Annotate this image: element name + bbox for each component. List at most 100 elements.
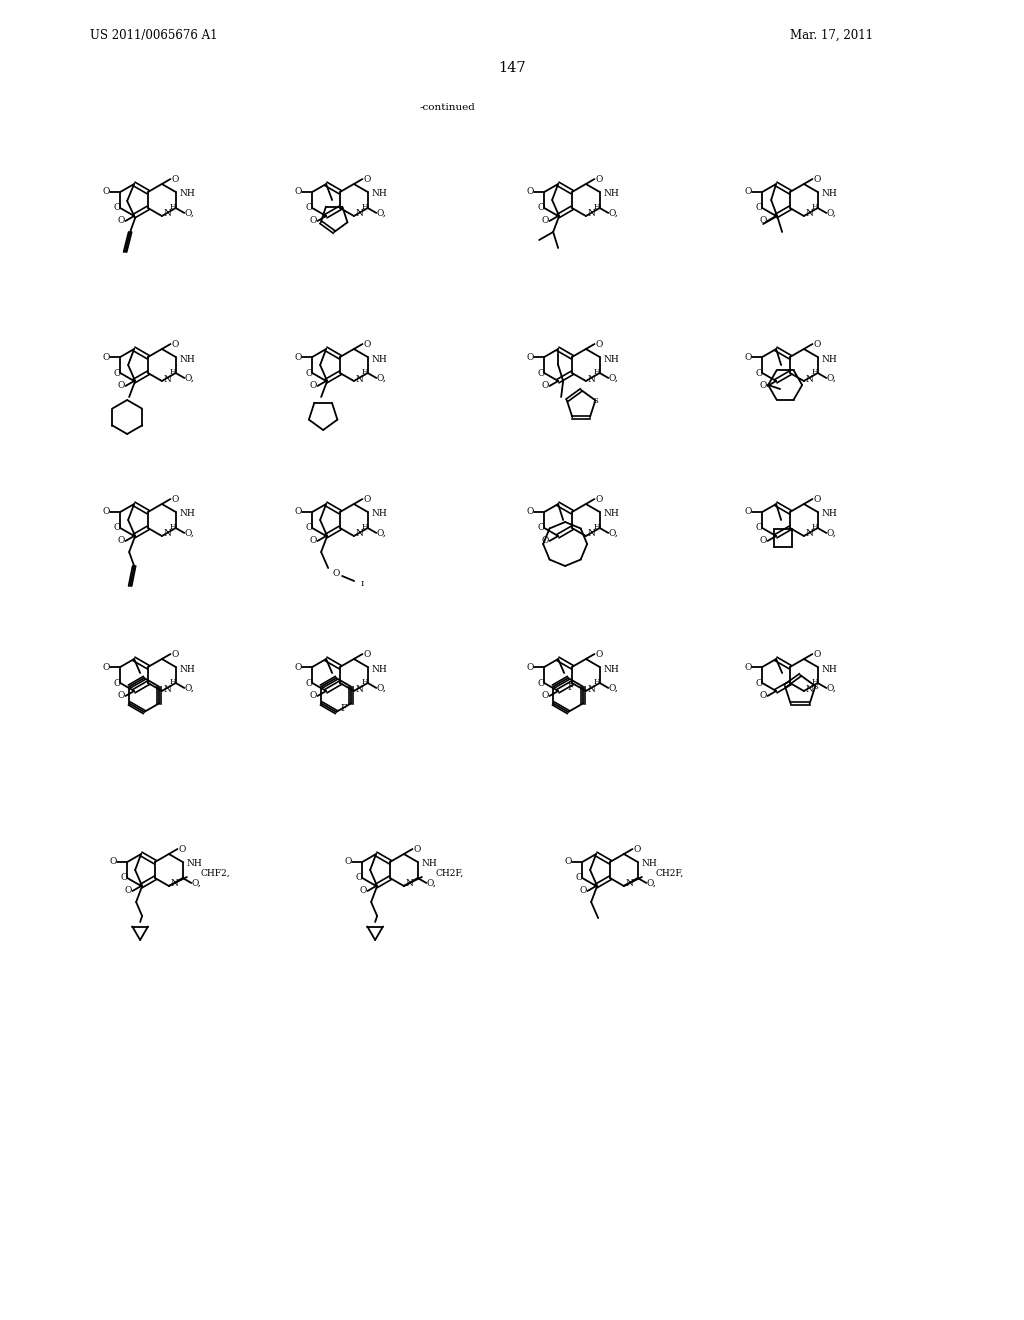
Text: O: O: [345, 858, 352, 866]
Text: H: H: [170, 523, 176, 531]
Text: O,: O,: [184, 374, 195, 383]
Text: H: H: [170, 678, 176, 686]
Text: O: O: [526, 187, 535, 197]
Text: O,: O,: [184, 209, 195, 218]
Text: O: O: [814, 339, 821, 348]
Text: O: O: [760, 536, 767, 545]
Text: CH2F,: CH2F,: [655, 869, 684, 878]
Text: N: N: [588, 210, 596, 219]
Text: O: O: [744, 663, 752, 672]
Text: O: O: [125, 887, 132, 895]
Text: O: O: [305, 203, 313, 213]
Text: H: H: [361, 368, 369, 376]
Text: O: O: [295, 507, 302, 516]
Text: O: O: [744, 507, 752, 516]
Text: O: O: [295, 187, 302, 197]
Text: O: O: [634, 845, 641, 854]
Text: NH: NH: [604, 510, 620, 519]
Text: F: F: [567, 684, 573, 693]
Text: O: O: [305, 368, 313, 378]
Text: O: O: [744, 187, 752, 197]
Text: O: O: [575, 874, 583, 883]
Text: O: O: [172, 174, 179, 183]
Text: NH: NH: [372, 190, 387, 198]
Text: O: O: [118, 536, 125, 545]
Text: NH: NH: [604, 355, 620, 363]
Text: H: H: [812, 678, 818, 686]
Text: O: O: [538, 203, 545, 213]
Text: S: S: [812, 682, 818, 692]
Text: O: O: [118, 216, 125, 226]
Text: O: O: [526, 352, 535, 362]
Text: H: H: [594, 523, 600, 531]
Text: US 2011/0065676 A1: US 2011/0065676 A1: [90, 29, 217, 41]
Text: O: O: [114, 524, 121, 532]
Text: NH: NH: [821, 190, 838, 198]
Text: NH: NH: [821, 664, 838, 673]
Text: O: O: [596, 339, 603, 348]
Text: N: N: [356, 375, 364, 384]
Text: O: O: [596, 649, 603, 659]
Text: O: O: [414, 845, 421, 854]
Text: N: N: [626, 879, 634, 888]
Text: NH: NH: [180, 355, 196, 363]
Text: O,: O,: [191, 879, 201, 887]
Text: N: N: [171, 879, 179, 888]
Text: O: O: [355, 874, 362, 883]
Text: O: O: [310, 381, 317, 391]
Text: CHF2,: CHF2,: [201, 869, 230, 878]
Text: O,: O,: [377, 684, 386, 693]
Text: O: O: [114, 678, 121, 688]
Text: NH: NH: [422, 859, 437, 869]
Text: H: H: [594, 203, 600, 211]
Text: O: O: [172, 339, 179, 348]
Text: O: O: [121, 874, 128, 883]
Text: N: N: [806, 375, 814, 384]
Text: O: O: [538, 524, 545, 532]
Text: O,: O,: [377, 528, 386, 537]
Text: O: O: [756, 368, 763, 378]
Text: O: O: [102, 663, 110, 672]
Text: O: O: [110, 858, 117, 866]
Text: O,: O,: [608, 684, 618, 693]
Text: H: H: [812, 203, 818, 211]
Text: O: O: [114, 203, 121, 213]
Text: O,: O,: [608, 528, 618, 537]
Text: O,: O,: [826, 209, 837, 218]
Text: O: O: [596, 174, 603, 183]
Text: O,: O,: [608, 209, 618, 218]
Text: O: O: [295, 352, 302, 362]
Text: O: O: [114, 368, 121, 378]
Text: O: O: [756, 678, 763, 688]
Text: N: N: [164, 529, 172, 539]
Text: O: O: [310, 536, 317, 545]
Text: O: O: [333, 569, 340, 578]
Text: O: O: [364, 495, 371, 503]
Text: O: O: [310, 692, 317, 701]
Text: O: O: [760, 381, 767, 391]
Text: O: O: [744, 352, 752, 362]
Text: H: H: [594, 368, 600, 376]
Text: H: H: [812, 523, 818, 531]
Text: H: H: [170, 203, 176, 211]
Text: O: O: [526, 507, 535, 516]
Text: O,: O,: [646, 879, 656, 887]
Text: O: O: [102, 352, 110, 362]
Text: O,: O,: [826, 374, 837, 383]
Text: O,: O,: [826, 528, 837, 537]
Text: N: N: [588, 529, 596, 539]
Text: O: O: [564, 858, 572, 866]
Text: O: O: [364, 174, 371, 183]
Text: CH2F,: CH2F,: [436, 869, 464, 878]
Text: NH: NH: [372, 664, 387, 673]
Text: NH: NH: [604, 190, 620, 198]
Text: N: N: [806, 685, 814, 693]
Text: O: O: [118, 692, 125, 701]
Text: O,: O,: [826, 684, 837, 693]
Text: O: O: [596, 495, 603, 503]
Text: O: O: [542, 216, 549, 226]
Text: H: H: [594, 678, 600, 686]
Text: H: H: [170, 368, 176, 376]
Text: NH: NH: [372, 355, 387, 363]
Text: -continued: -continued: [420, 103, 476, 112]
